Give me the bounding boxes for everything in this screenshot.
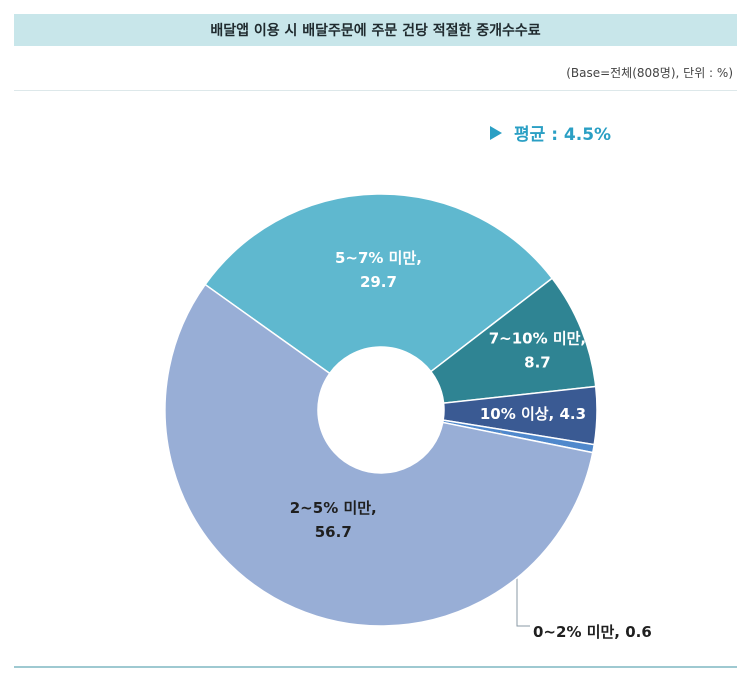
donut-slice-0 xyxy=(204,193,554,375)
donut-slice-4 xyxy=(164,283,594,627)
slice-label: 5~7% 미만, xyxy=(335,249,422,267)
bottom-divider xyxy=(14,666,737,668)
slice-label: 8.7 xyxy=(524,353,551,371)
slice-label: 0~2% 미만, 0.6 xyxy=(533,623,652,641)
base-note: (Base=전체(808명), 단위 : %) xyxy=(566,66,733,80)
average-indicator: 평균 : 4.5% xyxy=(490,120,611,145)
play-arrow-icon xyxy=(490,125,502,140)
top-divider xyxy=(14,90,737,91)
average-label: 평균 : 4.5% xyxy=(514,125,612,145)
slice-label: 29.7 xyxy=(360,273,397,291)
slice-label: 56.7 xyxy=(315,523,352,541)
slice-label: 7~10% 미만, xyxy=(489,329,586,347)
slice-label: 2~5% 미만, xyxy=(290,499,377,517)
chart-title: 배달앱 이용 시 배달주문에 주문 건당 적절한 중개수수료 xyxy=(14,14,737,46)
slice-label: 10% 이상, 4.3 xyxy=(480,405,586,423)
